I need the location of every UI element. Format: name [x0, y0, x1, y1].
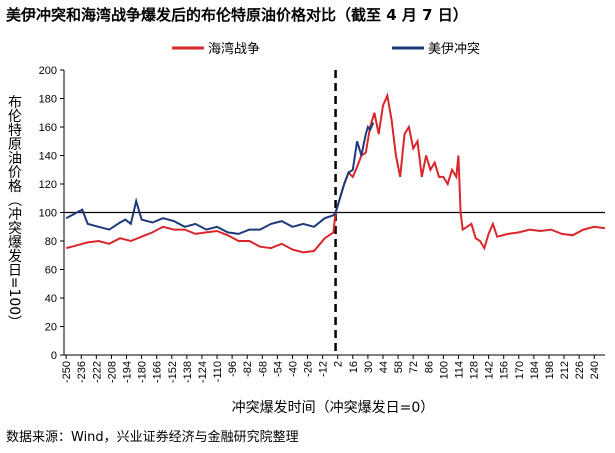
- x-tick-label: -40: [287, 361, 299, 377]
- x-tick-label: -250: [61, 361, 73, 383]
- x-axis-label: 冲突爆发时间（冲突爆发日=0）: [232, 400, 435, 416]
- y-tick-label: 0: [51, 350, 57, 362]
- x-tick-label: 142: [484, 361, 496, 379]
- x-tick-label: 30: [363, 361, 375, 373]
- data-line: [65, 122, 375, 235]
- x-tick-label: 240: [589, 361, 601, 379]
- source-note: 数据来源：Wind，兴业证券经济与金融研究院整理: [6, 429, 299, 445]
- x-tick-label: 114: [453, 361, 465, 379]
- chart-title: 美伊冲突和海湾战争爆发后的布伦特原油价格对比（截至 4 月 7 日）: [6, 6, 468, 24]
- x-tick-label: 128: [469, 361, 481, 379]
- x-tick-label: -12: [318, 361, 330, 377]
- x-tick-label: 72: [408, 361, 420, 373]
- data-line: [65, 92, 606, 254]
- x-tick-label: -124: [197, 361, 209, 383]
- x-tick-label: 58: [393, 361, 405, 373]
- x-tick-label: -54: [272, 361, 284, 377]
- x-tick-label: -166: [152, 361, 164, 383]
- x-tick-label: -96: [227, 361, 239, 377]
- y-tick-label: 140: [39, 151, 57, 163]
- y-tick-label: 60: [45, 265, 57, 277]
- x-tick-label: -180: [137, 361, 149, 383]
- x-tick-label: -194: [122, 361, 134, 383]
- x-tick-label: 198: [544, 361, 556, 379]
- y-axis-label: 布伦特原油价格（冲突爆发日=100）: [6, 95, 22, 329]
- x-tick-label: 156: [499, 361, 511, 379]
- x-tick-label: -208: [106, 361, 118, 383]
- legend-label: 美伊冲突: [428, 41, 480, 57]
- legend-label: 海湾战争: [208, 41, 260, 57]
- y-tick-label: 100: [39, 208, 57, 220]
- y-tick-label: 180: [39, 94, 57, 106]
- x-tick-label: -68: [257, 361, 269, 377]
- x-tick-label: 170: [514, 361, 526, 379]
- y-tick-label: 200: [39, 65, 57, 77]
- x-tick-label: 16: [348, 361, 360, 373]
- x-tick-label: 212: [559, 361, 571, 379]
- x-tick-label: 100: [438, 361, 450, 379]
- x-tick-label: -26: [303, 361, 315, 377]
- y-tick-label: 120: [39, 179, 57, 191]
- x-tick-label: -222: [91, 361, 103, 383]
- x-tick-label: 44: [378, 361, 390, 373]
- x-tick-label: 226: [574, 361, 586, 379]
- x-tick-label: -82: [242, 361, 254, 377]
- y-tick-label: 20: [45, 322, 57, 334]
- x-tick-label: 2: [333, 361, 345, 367]
- x-tick-label: -110: [212, 361, 224, 382]
- x-tick-label: -138: [182, 361, 194, 383]
- x-tick-label: 184: [529, 361, 541, 379]
- x-tick-label: -152: [167, 361, 179, 383]
- y-tick-label: 160: [39, 122, 57, 134]
- x-tick-label: -236: [76, 361, 88, 383]
- y-tick-label: 80: [45, 236, 57, 248]
- x-tick-label: 86: [423, 361, 435, 373]
- y-tick-label: 40: [45, 293, 57, 305]
